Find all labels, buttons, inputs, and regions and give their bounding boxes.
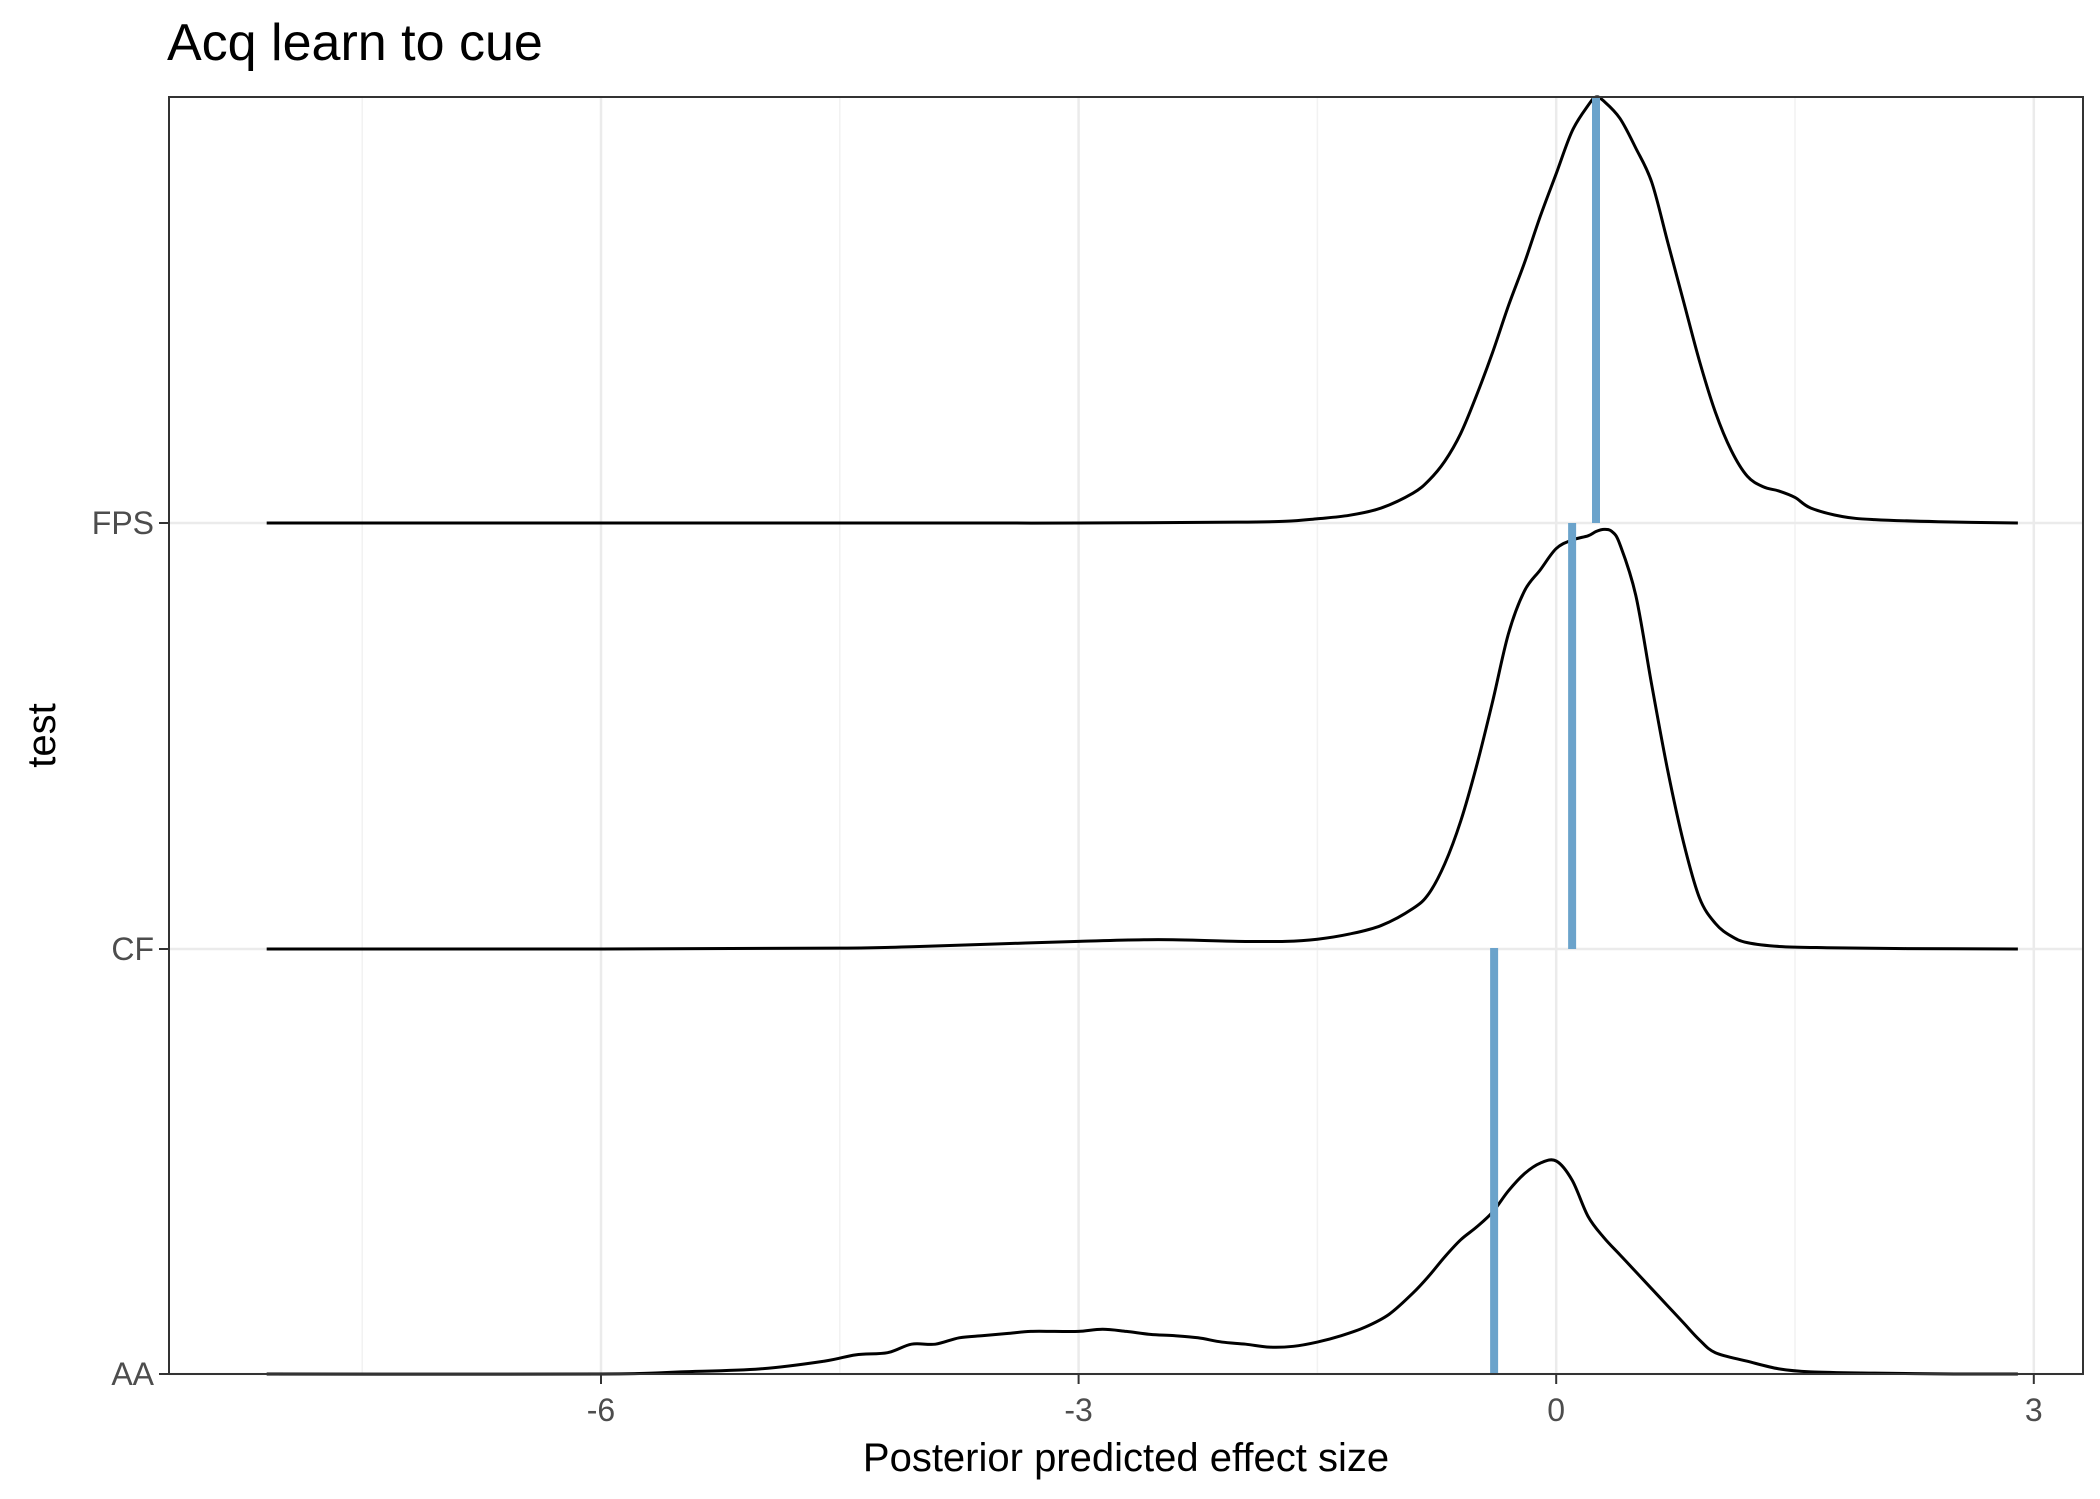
x-tick-label: -3 — [1064, 1392, 1092, 1428]
x-tick-label: 3 — [2025, 1392, 2043, 1428]
x-axis-title: Posterior predicted effect size — [863, 1436, 1389, 1480]
axes: -6 -3 0 3 AA CF FPS — [92, 505, 2043, 1428]
y-tick-label: CF — [111, 931, 154, 967]
panel-border — [168, 96, 2084, 1375]
density-curve-cf — [266, 527, 2018, 951]
chart-title: Acq learn to cue — [167, 14, 543, 72]
density-curves — [266, 95, 2018, 1376]
density-curve-fps — [266, 95, 2018, 525]
x-tick-label: -6 — [587, 1392, 615, 1428]
mean-lines — [1490, 97, 1600, 1374]
y-axis-title: test — [20, 703, 64, 767]
y-tick-label: AA — [111, 1356, 154, 1392]
y-tick-label: FPS — [92, 505, 154, 541]
x-tick-label: 0 — [1547, 1392, 1565, 1428]
density-curve-aa — [266, 1158, 2018, 1376]
